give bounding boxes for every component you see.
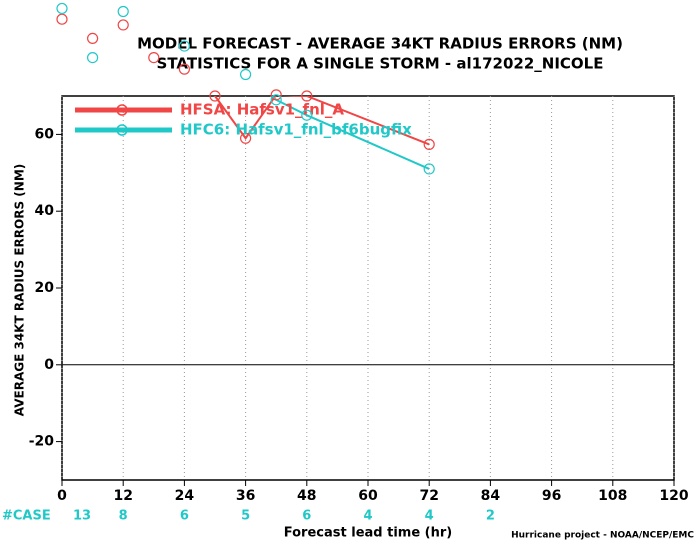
data-point: [117, 5, 129, 18]
legend-marker: [116, 124, 128, 136]
x-tick-label: 84: [481, 488, 501, 504]
x-tick-label: 72: [419, 488, 438, 504]
x-axis-label: Forecast lead time (hr): [284, 526, 452, 540]
data-point: [209, 90, 221, 102]
data-point: [301, 90, 313, 102]
data-point: [240, 132, 252, 144]
x-tick-label: 120: [659, 488, 688, 504]
case-count: 4: [425, 509, 434, 524]
legend-marker: [116, 104, 128, 116]
case-count: 8: [119, 509, 128, 524]
data-point: [270, 94, 282, 106]
data-point: [240, 68, 252, 81]
data-point: [56, 2, 68, 15]
x-tick-label: 108: [598, 488, 627, 504]
series-line: [269, 96, 430, 170]
data-point: [178, 40, 190, 52]
footer: Hurricane project - NOAA/NCEP/EMC: [511, 531, 694, 540]
x-tick-label: 36: [236, 488, 255, 504]
x-tick-label: 24: [175, 488, 195, 504]
case-count: 2: [486, 509, 495, 524]
data-point: [178, 63, 190, 75]
y-tick-label: 0: [44, 357, 54, 373]
x-tick-label: 96: [542, 488, 561, 504]
chart-title: MODEL FORECAST - AVERAGE 34KT RADIUS ERR…: [137, 35, 623, 53]
data-point: [270, 89, 282, 101]
x-tick-label: 60: [358, 488, 378, 504]
legend-label: HFSA: Hafsv1_fnl_A: [180, 101, 344, 119]
case-count: 5: [241, 509, 250, 524]
data-point: [423, 138, 435, 150]
case-count: 4: [363, 509, 372, 524]
y-axis-label: AVERAGE 34KT RADIUS ERRORS (NM): [13, 164, 27, 416]
case-label: #CASE: [2, 509, 51, 524]
data-point: [301, 109, 313, 121]
x-tick-label: 0: [57, 488, 67, 504]
data-point: [56, 13, 68, 25]
x-tick-label: 12: [113, 488, 132, 504]
y-tick-label: -20: [29, 434, 55, 450]
data-point: [423, 163, 435, 175]
y-tick-label: 60: [35, 126, 55, 142]
legend-label: HFC6: Hafsv1_fnl_bf6bugfix: [180, 121, 412, 139]
plot-area: [213, 96, 430, 170]
data-point: [86, 51, 99, 64]
y-tick-label: 40: [35, 203, 55, 219]
x-tick-label: 48: [297, 488, 316, 504]
y-tick-label: 20: [35, 280, 55, 296]
case-count: 6: [302, 509, 311, 524]
data-point: [117, 19, 129, 31]
case-count: 6: [180, 509, 189, 524]
data-point: [148, 51, 160, 64]
case-count: 13: [73, 509, 91, 524]
data-point: [86, 32, 99, 45]
chart-subtitle: STATISTICS FOR A SINGLE STORM - al172022…: [157, 55, 604, 73]
